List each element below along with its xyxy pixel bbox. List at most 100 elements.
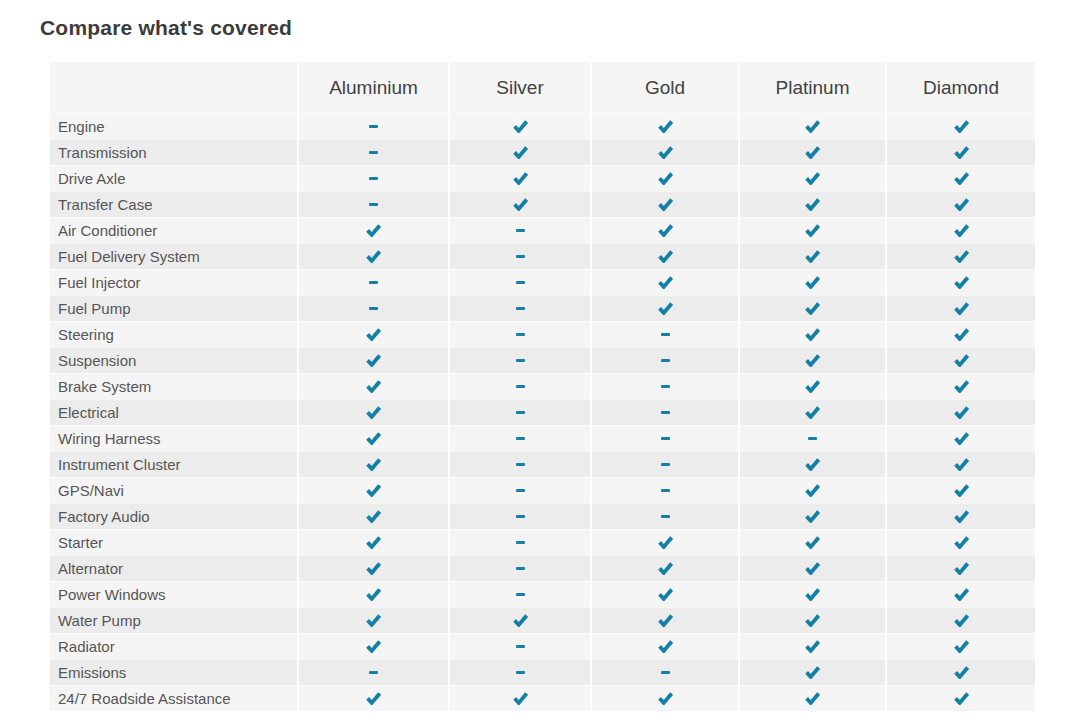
coverage-cell [297,555,448,581]
coverage-cell [738,425,885,451]
dash-icon [516,359,525,362]
row-label: Fuel Injector [50,269,297,295]
table-body: Engine Transmission Drive [50,113,1035,711]
coverage-cell [738,399,885,425]
table-row: Steering [50,321,1035,347]
coverage-cell [885,425,1035,451]
check-icon [805,614,820,627]
dash-icon [369,671,378,674]
coverage-cell [738,321,885,347]
check-icon [805,354,820,367]
coverage-cell [590,451,738,477]
check-icon [658,172,673,185]
row-label: Engine [50,113,297,139]
dash-icon [516,255,525,258]
row-label: Fuel Delivery System [50,243,297,269]
coverage-cell [590,633,738,659]
row-label: Wiring Harness [50,425,297,451]
check-icon [513,198,528,211]
coverage-cell [448,217,590,243]
coverage-cell [885,217,1035,243]
dash-icon [369,125,378,128]
check-icon [658,640,673,653]
check-icon [658,692,673,705]
row-label: Starter [50,529,297,555]
coverage-cell [590,529,738,555]
table-row: Suspension [50,347,1035,373]
dash-icon [661,411,670,414]
check-icon [954,458,969,471]
check-icon [954,536,969,549]
check-icon [954,198,969,211]
coverage-cell [297,477,448,503]
coverage-cell [448,581,590,607]
check-icon [658,588,673,601]
table-row: Emissions [50,659,1035,685]
check-icon [805,484,820,497]
coverage-cell [885,373,1035,399]
check-icon [805,120,820,133]
check-icon [658,276,673,289]
coverage-cell [297,243,448,269]
check-icon [954,328,969,341]
table-row: Drive Axle [50,165,1035,191]
coverage-cell [738,633,885,659]
coverage-cell [448,399,590,425]
coverage-table: AluminiumSilverGoldPlatinumDiamond Engin… [50,62,1035,711]
check-icon [366,692,381,705]
coverage-cell [448,425,590,451]
table-row: Transfer Case [50,191,1035,217]
coverage-cell [448,529,590,555]
dash-icon [661,671,670,674]
dash-icon [516,463,525,466]
check-icon [805,328,820,341]
coverage-cell [738,295,885,321]
check-icon [805,666,820,679]
coverage-cell [590,581,738,607]
table-row: GPS/Navi [50,477,1035,503]
coverage-cell [738,139,885,165]
check-icon [954,640,969,653]
coverage-cell [590,269,738,295]
coverage-cell [590,217,738,243]
table-row: Transmission [50,139,1035,165]
dash-icon [516,281,525,284]
coverage-cell [590,191,738,217]
coverage-cell [448,347,590,373]
table-row: Fuel Pump [50,295,1035,321]
check-icon [366,536,381,549]
coverage-cell [738,581,885,607]
check-icon [805,198,820,211]
coverage-cell [590,399,738,425]
coverage-cell [590,113,738,139]
check-icon [954,250,969,263]
check-icon [658,536,673,549]
coverage-cell [297,529,448,555]
row-label: Radiator [50,633,297,659]
coverage-cell [297,165,448,191]
dash-icon [369,151,378,154]
table-row: Power Windows [50,581,1035,607]
check-icon [366,406,381,419]
dash-icon [369,177,378,180]
table-row: Wiring Harness [50,425,1035,451]
coverage-cell [738,555,885,581]
coverage-cell [448,113,590,139]
check-icon [513,692,528,705]
coverage-cell [738,217,885,243]
coverage-cell [297,113,448,139]
coverage-cell [297,269,448,295]
check-icon [658,120,673,133]
check-icon [954,172,969,185]
check-icon [805,536,820,549]
coverage-cell [297,451,448,477]
row-label: Transmission [50,139,297,165]
check-icon [805,172,820,185]
check-icon [366,588,381,601]
coverage-cell [738,269,885,295]
table-row: Fuel Injector [50,269,1035,295]
coverage-cell [885,477,1035,503]
coverage-cell [885,269,1035,295]
coverage-cell [885,581,1035,607]
dash-icon [369,281,378,284]
